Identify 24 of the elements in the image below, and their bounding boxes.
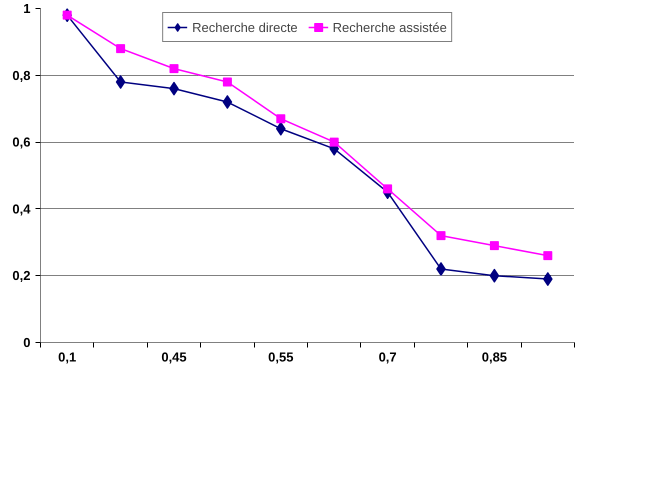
point (222, 77, 232, 86)
y-tick-label: 1 (23, 1, 31, 16)
point (276, 114, 286, 124)
point (330, 138, 339, 147)
y-tick-label: 0,8 (12, 68, 31, 83)
x-tick-label: 0,1 (58, 350, 76, 364)
x-tick-label: 0,7 (378, 350, 397, 364)
legend-label: Recherche assistée (332, 20, 447, 34)
point (383, 184, 392, 194)
y-tick-label: 0 (23, 335, 31, 350)
y-tick-label: 0,2 (12, 268, 31, 284)
x-tick-label: 0,85 (482, 350, 508, 364)
point (436, 231, 446, 240)
y-tick-label: 0,4 (12, 201, 32, 216)
point (543, 251, 552, 260)
point (276, 122, 286, 136)
point (490, 241, 499, 250)
x-tick-label: 0,55 (268, 350, 294, 364)
x-tick-label: 0,45 (161, 350, 187, 364)
point (170, 64, 178, 74)
point (542, 272, 553, 286)
y-tick-label: 0,6 (12, 134, 31, 150)
legend-label: Recherche directe (192, 20, 298, 34)
point (116, 44, 126, 54)
